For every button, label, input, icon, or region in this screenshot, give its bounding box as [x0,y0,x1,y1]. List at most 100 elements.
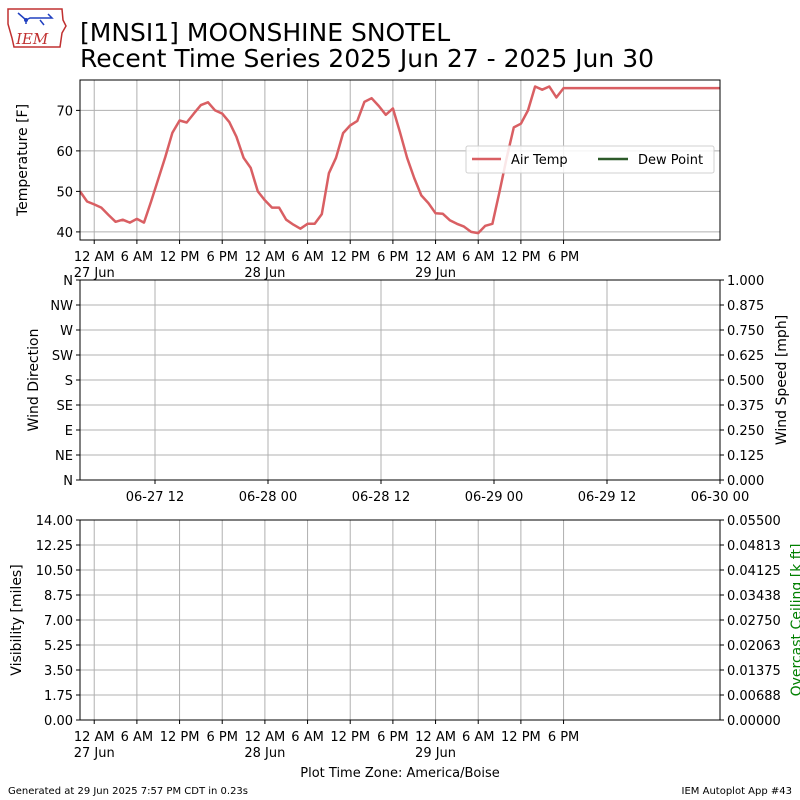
wind-direction-tick-label: NW [50,299,73,314]
ceiling-tick-label: 0.05500 [727,514,781,529]
temperature-x-tick-label: 6 AM [121,250,154,265]
temperature-x-tick-label: 12 AM [244,250,285,265]
temperature-x-tick-label: 12 PM [330,250,370,265]
visibility-tick-label: 10.50 [36,564,73,579]
visibility-x-date-label: 27 Jun [74,746,115,761]
visibility-x-tick-label: 6 PM [548,730,579,745]
wind-speed-ticks: 0.000 0.125 0.250 0.375 0.500 0.625 0.750 0.875… [720,274,764,489]
temperature-axes-frame [79,79,721,241]
wind-speed-tick-label: 0.375 [727,399,764,414]
app-credit: IEM Autoplot App #43 [682,786,792,797]
temperature-x-date-label: 27 Jun [74,266,115,281]
wind-direction-ticks: N NE E SE S SW W NW N [50,274,80,489]
temperature-y-tick-label: 70 [56,104,73,119]
wind-x-tick-label: 06-30 00 [691,490,749,505]
temperature-x-tick-label: 6 AM [291,250,324,265]
temperature-x-date-label: 29 Jun [415,266,456,281]
temperature-x-tick-label: 12 AM [74,250,115,265]
ceiling-label: Overcast Ceiling [k ft] [789,544,800,697]
visibility-tick-label: 8.75 [44,589,73,604]
visibility-x-tick-label: 6 AM [291,730,324,745]
wind-speed-tick-label: 0.000 [727,474,764,489]
temperature-x-tick-label: 6 PM [377,250,408,265]
temperature-y-tick-label: 50 [56,185,73,200]
ceiling-tick-label: 0.00000 [727,714,781,729]
iowa-outline-icon [7,8,67,48]
visibility-x-tick-label: 12 PM [501,730,541,745]
visibility-tick-label: 5.25 [44,639,73,654]
visibility-x-tick-label: 6 PM [377,730,408,745]
ceiling-tick-label: 0.03438 [727,589,781,604]
wind-speed-tick-label: 0.875 [727,299,764,314]
logo-text: IEM [15,30,49,48]
wind-speed-tick-label: 0.125 [727,449,764,464]
chart-title-line2: Recent Time Series 2025 Jun 27 - 2025 Ju… [80,44,654,73]
temperature-x-tick-label: 12 PM [501,250,541,265]
temperature-x-tick-label: 6 PM [206,250,237,265]
visibility-tick-label: 3.50 [44,664,73,679]
visibility-tick-label: 14.00 [36,514,73,529]
ceiling-tick-label: 0.01375 [727,664,781,679]
wind-direction-tick-label: N [63,274,73,289]
temperature-x-tick-label: 12 AM [415,250,456,265]
temperature-x-date-label: 28 Jun [244,266,285,281]
series-line-air-temp [80,85,720,235]
iem-logo: IEM [7,8,67,48]
visibility-x-tick-label: 12 AM [244,730,285,745]
visibility-tick-label: 1.75 [44,689,73,704]
temperature-series [80,85,720,235]
temperature-x-tick-label: 6 AM [462,250,495,265]
wind-speed-tick-label: 1.000 [727,274,764,289]
logo-signal-icon [17,12,54,26]
ceiling-ticks: 0.00000 0.00688 0.01375 0.02063 0.02750 0.034… [720,514,781,729]
temperature-y-tick-label: 40 [56,226,73,241]
visibility-ticks: 0.00 1.75 3.50 5.25 7.00 8.75 10.50 12.25 14.00 [36,514,80,729]
ceiling-tick-label: 0.02750 [727,614,781,629]
wind-direction-tick-label: E [65,424,73,439]
wind-speed-tick-label: 0.750 [727,324,764,339]
visibility-tick-label: 0.00 [44,714,73,729]
visibility-panel: 0.001.753.505.257.008.7510.5012.2514.00 … [9,514,800,761]
visibility-label: Visibility [miles] [9,564,25,675]
temperature-y-tick-label: 60 [56,145,73,160]
wind-speed-label: Wind Speed [mph] [774,315,790,445]
temperature-x-tick-label: 6 PM [548,250,579,265]
wind-direction-tick-label: SW [52,349,73,364]
visibility-x-date-label: 28 Jun [244,746,285,761]
wind-direction-tick-label: W [60,324,73,339]
wind-speed-tick-label: 0.250 [727,424,764,439]
ceiling-tick-label: 0.02063 [727,639,781,654]
plot-timezone: Plot Time Zone: America/Boise [300,766,499,781]
wind-x-tick-label: 06-28 12 [352,490,410,505]
temperature-x-tick-label: 12 PM [160,250,200,265]
visibility-x-tick-label: 6 PM [206,730,237,745]
ceiling-tick-label: 0.00688 [727,689,781,704]
wind-direction-label: Wind Direction [26,329,42,432]
wind-speed-tick-label: 0.625 [727,349,764,364]
chart-title-line1: [MNSI1] MOONSHINE SNOTEL [80,18,450,47]
visibility-tick-label: 7.00 [44,614,73,629]
temperature-y-label: Temperature [F] [15,104,31,217]
visibility-x-tick-label: 6 AM [462,730,495,745]
generated-timestamp: Generated at 29 Jun 2025 7:57 PM CDT in … [8,786,248,797]
wind-x-tick-label: 06-28 00 [239,490,297,505]
visibility-x-tick-label: 12 AM [415,730,456,745]
wind-direction-tick-label: S [65,374,73,389]
visibility-x-tick-label: 6 AM [121,730,154,745]
visibility-x-tick-label: 12 PM [160,730,200,745]
temperature-legend: Air Temp Dew Point [465,145,715,174]
wind-direction-tick-label: N [63,474,73,489]
ceiling-tick-label: 0.04813 [727,539,781,554]
wind-x-ticks: 06-27 12 06-28 00 06-28 12 06-29 00 06-29 12… [126,480,749,505]
visibility-tick-label: 12.25 [36,539,73,554]
wind-x-tick-label: 06-29 00 [465,490,523,505]
visibility-x-tick-label: 12 AM [74,730,115,745]
temperature-y-ticks: 40 50 60 70 [56,104,80,241]
legend-air-temp-label: Air Temp [511,153,568,168]
wind-x-tick-label: 06-27 12 [126,490,184,505]
wind-speed-tick-label: 0.500 [727,374,764,389]
